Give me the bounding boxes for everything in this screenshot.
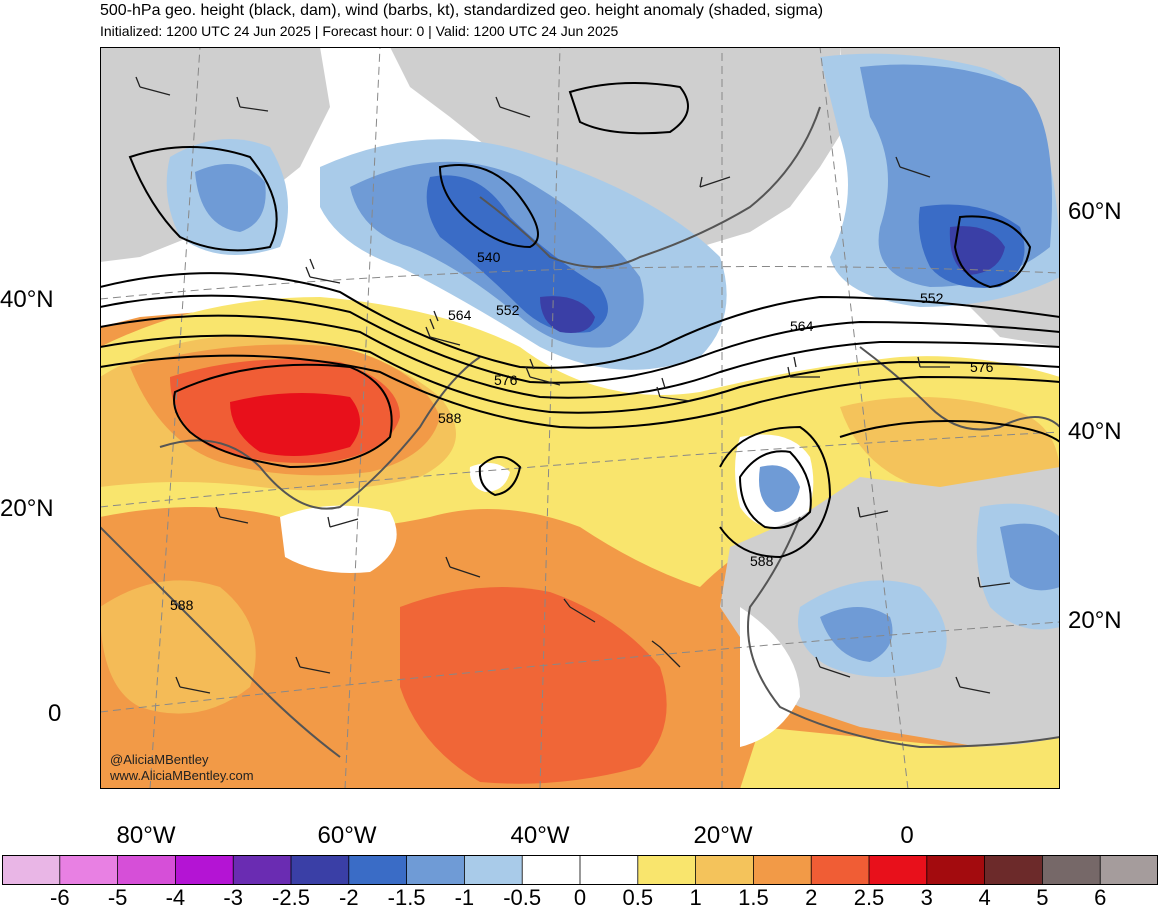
colorbar-tick-label: -2.5	[272, 885, 310, 910]
colorbar-cell	[1042, 855, 1102, 885]
colorbar-cell	[579, 855, 639, 885]
colorbar-tick-label: 0.5	[622, 885, 654, 910]
colorbar-cell	[232, 855, 292, 885]
contour-label: 564	[790, 318, 814, 334]
colorbar-tick-label: -5	[107, 885, 128, 910]
lat-label-left: 20°N	[0, 495, 54, 522]
colorbar-cell	[810, 855, 870, 885]
contour-label: 576	[970, 359, 994, 375]
contour-label: 588	[750, 553, 774, 569]
colorbar-cell	[984, 855, 1044, 885]
colorbar-cell	[463, 855, 524, 885]
lat-label-right: 20°N	[1068, 607, 1122, 634]
contour-label: 588	[170, 597, 194, 613]
colorbar-tick-label: 2.5	[853, 885, 885, 910]
colorbar-tick-label: 0	[573, 885, 587, 910]
colorbar-tick-label: -0.5	[503, 885, 542, 910]
contour-label: 552	[920, 290, 944, 306]
colorbar-cell	[348, 855, 408, 885]
colorbar-cell	[174, 855, 235, 885]
contour-label: 588	[438, 410, 462, 426]
lon-label: 60°W	[317, 822, 377, 849]
colorbar-tick-label: 2	[805, 885, 818, 910]
weather-map: 540 552 564 576 588 552 564 576 588 588	[100, 47, 1060, 789]
colorbar-tick-label: -6	[50, 885, 70, 910]
map-title: 500-hPa geo. height (black, dam), wind (…	[100, 2, 824, 19]
colorbar-cell	[521, 855, 581, 885]
colorbar-tick-label: -4	[165, 885, 186, 910]
colorbar-tick-label: 1	[689, 885, 702, 910]
contour-label: 540	[477, 249, 501, 265]
credit-handle: @AliciaMBentley	[110, 752, 209, 767]
colorbar-tick-label: -3	[223, 885, 243, 910]
lon-label: 20°W	[693, 822, 753, 849]
colorbar-cell	[1099, 855, 1158, 885]
contour-label: 564	[448, 307, 472, 323]
contour-label: 552	[496, 302, 520, 318]
colorbar-tick-label: 5	[1036, 885, 1049, 910]
colorbar-tick-label: -1.5	[387, 885, 426, 910]
colorbar-cell	[695, 855, 755, 885]
colorbar	[2, 855, 1158, 885]
lat-label-right: 60°N	[1068, 198, 1122, 225]
colorbar-cell	[637, 855, 697, 885]
colorbar-cell	[868, 855, 928, 885]
contour-label: 576	[494, 372, 518, 388]
credit-website: www.AliciaMBentley.com	[110, 768, 254, 783]
colorbar-cell	[926, 855, 986, 885]
colorbar-cell	[2, 855, 61, 885]
lat-label-left: 0	[48, 700, 62, 727]
lat-label-right: 40°N	[1068, 418, 1122, 445]
colorbar-cell	[753, 855, 813, 885]
colorbar-tick-label: 1.5	[738, 885, 769, 910]
colorbar-cell	[117, 855, 177, 885]
colorbar-tick-label: 3	[920, 885, 933, 910]
lat-label-left: 40°N	[0, 286, 54, 313]
map-subtitle: Initialized: 1200 UTC 24 Jun 2025 | Fore…	[100, 23, 619, 39]
lon-label: 0	[900, 822, 914, 849]
colorbar-tick-label: 4	[978, 885, 991, 910]
colorbar-cell	[290, 855, 350, 885]
lon-label: 40°W	[510, 822, 570, 849]
colorbar-cell	[406, 855, 466, 885]
lon-label: 80°W	[116, 822, 176, 849]
colorbar-tick-label: -1	[454, 885, 475, 910]
colorbar-cell	[59, 855, 119, 885]
colorbar-tick-label: -2	[339, 885, 359, 910]
colorbar-tick-label: 6	[1094, 885, 1107, 910]
